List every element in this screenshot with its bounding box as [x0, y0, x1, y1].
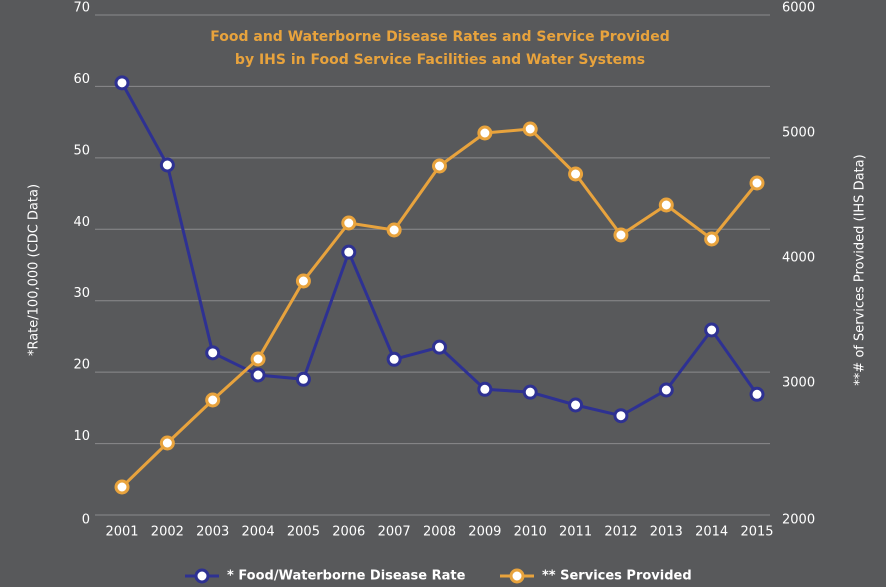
data-point [205, 392, 221, 408]
data-point [749, 386, 765, 402]
data-point [114, 75, 130, 91]
data-point [658, 197, 674, 213]
data-point [114, 479, 130, 495]
legend-marker [509, 568, 525, 584]
x-tick-label: 2003 [196, 525, 229, 540]
data-point [386, 222, 402, 238]
data-point [432, 339, 447, 355]
y-tick-label: 60 [73, 72, 90, 87]
y2-tick-label: 3000 [782, 376, 815, 391]
data-point [250, 351, 266, 367]
data-point [658, 382, 674, 398]
data-point [205, 345, 221, 361]
data-point [341, 244, 357, 260]
data-point [749, 175, 765, 191]
x-tick-label: 2005 [287, 525, 320, 540]
chart-title: Food and Waterborne Disease Rates and Se… [210, 29, 669, 45]
legend-marker [194, 568, 210, 584]
series-line [120, 127, 759, 489]
data-point [522, 384, 538, 400]
y-tick-label: 10 [73, 429, 90, 444]
y2-axis-title: **# of Services Provided (IHS Data) [853, 154, 868, 385]
y-tick-label: 50 [73, 143, 90, 158]
data-point [159, 435, 175, 451]
x-tick-label: 2007 [378, 525, 411, 540]
legend-label: * Food/Waterborne Disease Rate [227, 569, 466, 584]
y2-tick-label: 2000 [782, 513, 815, 528]
data-point [704, 231, 720, 247]
data-point [477, 381, 493, 397]
x-tick-label: 2013 [650, 525, 683, 540]
series-line [120, 82, 759, 418]
y-tick-label: 20 [73, 358, 90, 373]
x-tick-label: 2009 [468, 525, 501, 540]
y-axis-title: *Rate/100,000 (CDC Data) [27, 184, 42, 356]
y2-tick-label: 6000 [782, 1, 815, 16]
data-point [432, 158, 447, 174]
x-tick-label: 2004 [242, 525, 275, 540]
x-tick-label: 2011 [559, 525, 592, 540]
x-tick-label: 2010 [514, 525, 547, 540]
data-point [250, 367, 266, 383]
data-point [341, 215, 357, 231]
legend-label: ** Services Provided [542, 569, 692, 584]
data-point [568, 166, 584, 182]
x-tick-label: 2001 [105, 525, 138, 540]
data-point [522, 121, 538, 137]
y2-tick-label: 5000 [782, 126, 815, 141]
x-tick-label: 2002 [151, 525, 184, 540]
data-point [704, 322, 720, 338]
data-point [159, 157, 175, 173]
y2-tick-label: 4000 [782, 251, 815, 266]
x-tick-label: 2012 [604, 525, 637, 540]
data-point [568, 397, 584, 413]
data-point [295, 273, 311, 289]
y-tick-label: 30 [73, 286, 90, 301]
chart-title: by IHS in Food Service Facilities and Wa… [235, 52, 645, 68]
x-tick-label: 2008 [423, 525, 456, 540]
x-tick-label: 2006 [332, 525, 365, 540]
x-tick-label: 2014 [695, 525, 728, 540]
data-point [613, 408, 629, 424]
data-point [386, 351, 402, 367]
x-tick-label: 2015 [740, 525, 773, 540]
data-point [295, 371, 311, 387]
data-point [477, 125, 493, 141]
y-tick-label: 0 [82, 513, 90, 528]
data-point [613, 227, 629, 243]
y-tick-label: 40 [73, 215, 90, 230]
y-tick-label: 70 [73, 1, 90, 16]
